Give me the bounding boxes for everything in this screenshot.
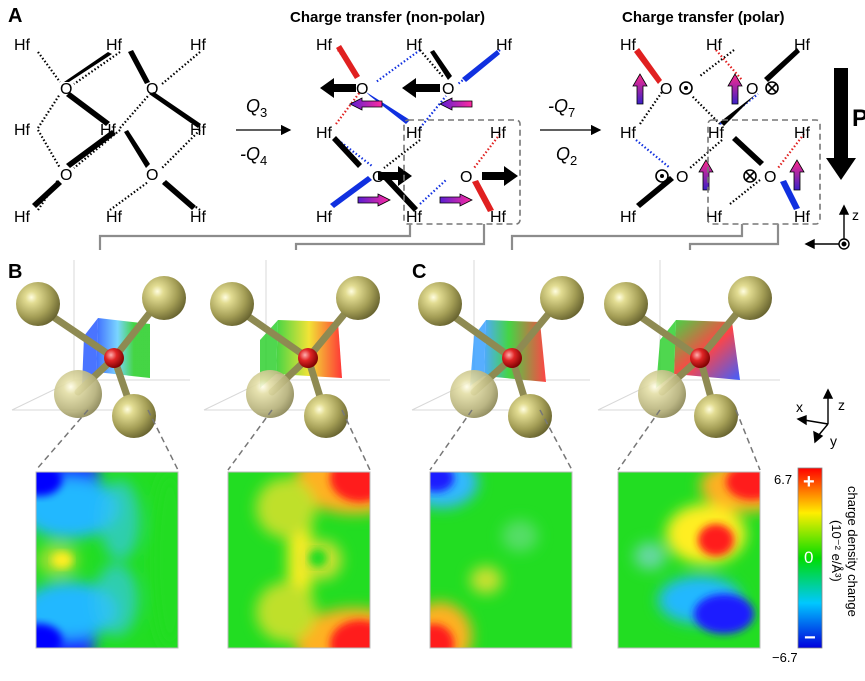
axes-top — [804, 204, 850, 250]
colorbar-min: −6.7 — [772, 650, 798, 665]
axis-x-label: x — [822, 247, 829, 250]
selection-box — [403, 119, 521, 225]
heatmap-b-right — [227, 471, 371, 649]
atom-hf: Hf — [490, 125, 507, 142]
atom-hf: Hf — [316, 209, 333, 226]
polarization-arrow: P — [826, 68, 865, 180]
heatmap-c-left — [429, 471, 573, 649]
colorbar-max: 6.7 — [774, 472, 792, 487]
atom-hf: Hf — [406, 125, 423, 142]
svg-text:-Q4: -Q4 — [240, 144, 267, 168]
rendering-b-right — [203, 260, 390, 438]
rendering-b-left — [11, 260, 190, 438]
atom-hf: Hf — [316, 37, 333, 54]
atom-o: O — [660, 81, 672, 98]
transform-arrow-2: -Q7 Q2 — [540, 96, 602, 168]
header-polar: Charge transfer (polar) — [622, 9, 785, 26]
atom-hf: Hf — [106, 37, 123, 54]
mode-label: Q — [246, 96, 260, 116]
atom-hf: Hf — [14, 122, 31, 139]
atom-hf: Hf — [190, 209, 207, 226]
colorbar-unit: (10⁻² e/Å³) — [829, 520, 844, 582]
atom-hf: Hf — [106, 209, 123, 226]
atom-hf: Hf — [794, 125, 811, 142]
axis-y-label: y — [852, 249, 859, 250]
atom-hf: Hf — [620, 37, 637, 54]
mode-label: -Q — [240, 144, 260, 164]
atom-o: O — [442, 81, 454, 98]
gray-connector — [98, 224, 780, 250]
axis-y-label: y — [830, 433, 837, 449]
panel-label-c: C — [412, 261, 426, 283]
atom-o: O — [676, 169, 688, 186]
atom-o: O — [746, 81, 758, 98]
atom-hf: Hf — [14, 209, 31, 226]
atom-hf: Hf — [620, 209, 637, 226]
zoom-lines — [35, 409, 761, 471]
transform-arrow-1: Q3 -Q4 — [236, 96, 292, 168]
atom-hf: Hf — [190, 37, 207, 54]
heatmap-c-right — [617, 471, 761, 649]
colorbar-zero: 0 — [804, 548, 813, 567]
svg-text:Q2: Q2 — [556, 144, 577, 168]
mode-subscript: 7 — [568, 105, 575, 120]
mode-subscript: 2 — [570, 153, 577, 168]
heatmap-b-left — [35, 471, 179, 649]
atom-hf: Hf — [14, 37, 31, 54]
structure-neutral: Hf Hf Hf Hf Hf Hf Hf Hf Hf O O O O — [14, 37, 207, 226]
panel-label-a: A — [8, 5, 22, 27]
svg-text:-Q7: -Q7 — [548, 96, 575, 120]
atom-hf: Hf — [190, 122, 207, 139]
atom-hf: Hf — [706, 37, 723, 54]
atom-hf: Hf — [708, 125, 725, 142]
atom-o: O — [764, 169, 776, 186]
structure-nonpolar: Hf Hf Hf Hf Hf Hf Hf Hf Hf O O O O — [316, 37, 521, 226]
selection-box — [707, 119, 821, 225]
atom-o: O — [146, 167, 158, 184]
colorbar-plus: + — [803, 471, 815, 493]
atom-hf: Hf — [100, 122, 117, 139]
svg-text:Q3: Q3 — [246, 96, 267, 120]
header-nonpolar: Charge transfer (non-polar) — [290, 9, 485, 26]
atom-hf: Hf — [490, 209, 507, 226]
mode-label: -Q — [548, 96, 568, 116]
atom-hf: Hf — [406, 209, 423, 226]
colorbar-minus: − — [804, 627, 816, 649]
atom-hf: Hf — [706, 209, 723, 226]
atom-hf: Hf — [496, 37, 513, 54]
colorbar-label: charge density change — [845, 486, 860, 617]
mode-subscript: 4 — [260, 153, 267, 168]
atom-hf: Hf — [620, 125, 637, 142]
atom-o: O — [60, 81, 72, 98]
rendering-c-right — [597, 260, 780, 438]
atom-o: O — [372, 169, 384, 186]
atom-hf: Hf — [794, 37, 811, 54]
axis-z-label: z — [838, 397, 845, 413]
mode-label: Q — [556, 144, 570, 164]
atom-hf: Hf — [316, 125, 333, 142]
atom-o: O — [60, 167, 72, 184]
polarization-label: P — [852, 105, 865, 132]
axis-z-label: z — [852, 207, 859, 223]
colorbar: 6.7 −6.7 + 0 − charge density change (10… — [772, 467, 860, 665]
atom-hf: Hf — [406, 37, 423, 54]
panel-bc-renderings: B C — [8, 260, 860, 665]
panel-label-b: B — [8, 261, 22, 283]
panel-a-schematic: A Charge transfer (non-polar) Charge tra… — [8, 5, 865, 250]
mode-subscript: 3 — [260, 105, 267, 120]
atom-o: O — [356, 81, 368, 98]
atom-o: O — [460, 169, 472, 186]
axis-x-label: x — [796, 399, 803, 415]
atom-o: O — [146, 81, 158, 98]
atom-hf: Hf — [794, 209, 811, 226]
structure-polar: Hf Hf Hf Hf Hf Hf Hf Hf Hf O O O O — [620, 37, 821, 226]
axes-mid — [796, 388, 834, 444]
rendering-c-left — [411, 260, 590, 438]
